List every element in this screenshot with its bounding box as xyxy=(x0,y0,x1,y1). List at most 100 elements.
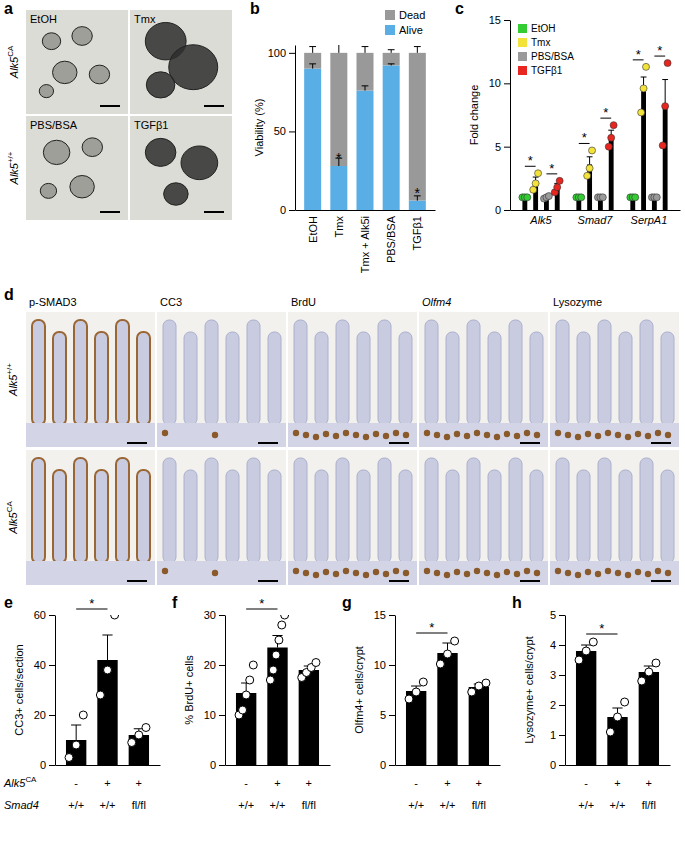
stain xyxy=(403,432,409,438)
stain xyxy=(313,434,319,440)
stain xyxy=(444,434,450,440)
legend-swatch xyxy=(385,25,395,35)
image-background xyxy=(26,10,128,114)
tick: TGFβ1 xyxy=(411,216,423,250)
image-label: Tmx xyxy=(134,13,156,25)
villus xyxy=(619,470,632,563)
tick-label: 4 xyxy=(550,639,556,651)
tick: 1 xyxy=(550,729,565,741)
image-background xyxy=(130,10,232,114)
tick: Smad7 xyxy=(578,214,614,226)
label-superscript: +/+ xyxy=(6,151,15,163)
stain xyxy=(565,570,571,576)
micrograph: Tmx xyxy=(130,10,232,114)
stain xyxy=(313,572,319,578)
stain xyxy=(585,431,591,437)
annotations: * xyxy=(586,621,617,636)
tick-mark xyxy=(219,665,225,666)
tick: 40 xyxy=(34,659,55,671)
data-point xyxy=(104,666,112,674)
villus xyxy=(425,320,438,425)
table-cell: +/+ xyxy=(270,799,286,811)
panel-label: a xyxy=(4,0,13,17)
stain xyxy=(464,571,470,577)
table-cell: +/+ xyxy=(238,799,254,811)
data-point xyxy=(652,659,660,667)
scale-bar xyxy=(204,211,224,213)
stain xyxy=(303,432,309,438)
bar-segment xyxy=(383,53,400,66)
axis-line xyxy=(225,616,226,766)
villus xyxy=(488,470,501,563)
scale-bar xyxy=(651,442,671,444)
tick-mark xyxy=(389,715,395,716)
column-label: BrdU xyxy=(291,296,316,308)
villus xyxy=(425,458,438,563)
stain xyxy=(454,569,460,575)
data-point xyxy=(269,666,277,674)
legend-swatch xyxy=(518,38,527,47)
image-background xyxy=(157,312,286,447)
data-point xyxy=(249,661,257,669)
tick-label: TGFβ1 xyxy=(411,216,423,250)
data-point xyxy=(142,724,150,732)
y-axis: 0204060 xyxy=(34,609,56,771)
data-point xyxy=(419,678,427,686)
villus xyxy=(294,458,307,563)
annotation: * xyxy=(89,596,94,611)
data-point xyxy=(482,679,490,687)
villus xyxy=(74,458,87,563)
image-background xyxy=(26,116,128,220)
tick-label: Smad7 xyxy=(578,214,614,226)
stain xyxy=(504,431,510,437)
data-point xyxy=(610,122,617,129)
panel-label: d xyxy=(4,286,14,303)
stain xyxy=(383,571,389,577)
data-point xyxy=(96,691,104,699)
data-point xyxy=(582,647,590,655)
bar xyxy=(576,651,596,765)
tick-label: 20 xyxy=(204,659,216,671)
villus xyxy=(315,332,328,425)
error-bar xyxy=(309,47,316,53)
data-point xyxy=(606,728,614,736)
villus xyxy=(268,470,281,563)
tick-label: 30 xyxy=(204,609,216,621)
image-background xyxy=(550,312,679,447)
plot-marks xyxy=(304,45,426,210)
image-background xyxy=(550,450,679,585)
bar xyxy=(663,105,668,210)
bar xyxy=(66,740,86,765)
data-point xyxy=(589,638,597,646)
table-cell: +/+ xyxy=(100,799,116,811)
stain xyxy=(474,568,480,574)
axis-line xyxy=(226,765,331,766)
tick-label: 3 xyxy=(550,669,556,681)
tick-label: 15 xyxy=(489,14,501,26)
tick-mark xyxy=(559,675,565,676)
image-label: TGFβ1 xyxy=(134,119,168,131)
tick-mark xyxy=(389,765,395,766)
bar-segment xyxy=(383,65,400,210)
stain xyxy=(484,570,490,576)
villus xyxy=(95,470,108,563)
column-label: CC3 xyxy=(160,296,182,308)
stain xyxy=(504,569,510,575)
annotations: * xyxy=(246,596,277,611)
panel-label: f xyxy=(172,594,178,611)
micrograph xyxy=(419,312,548,447)
x-axis: Alk5Smad7SerpA1 xyxy=(511,211,681,226)
data-point xyxy=(638,677,646,685)
tick: 20 xyxy=(204,659,225,671)
bar xyxy=(299,670,319,765)
stain xyxy=(424,430,430,436)
x-axis xyxy=(566,765,671,766)
crypt-zone xyxy=(550,561,679,585)
bar xyxy=(607,717,627,765)
scale-bar xyxy=(258,580,278,582)
data-point xyxy=(312,659,320,667)
error-bar xyxy=(71,725,81,740)
micrograph xyxy=(157,312,286,447)
table-cell: + xyxy=(306,777,312,789)
data-point xyxy=(65,754,73,762)
